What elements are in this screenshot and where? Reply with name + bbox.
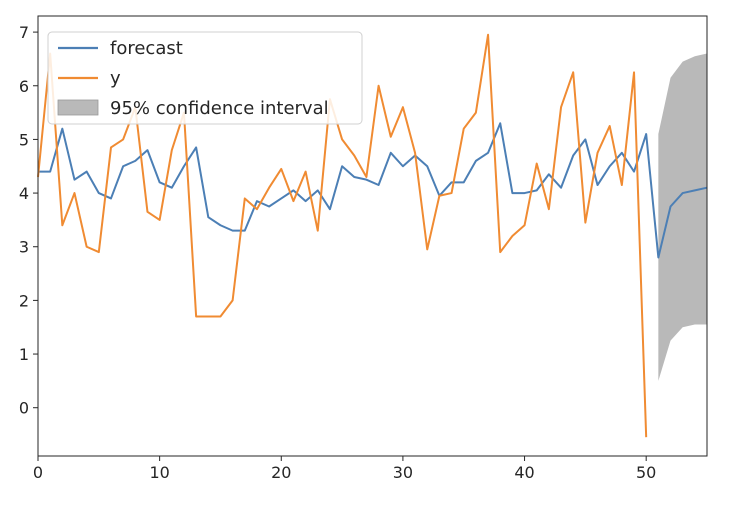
x-tick-label: 30 <box>393 463 413 482</box>
legend: forecast y 95% confidence interval <box>47 31 363 125</box>
confidence-band-layer <box>658 53 707 381</box>
x-tick-label: 10 <box>149 463 169 482</box>
x-tick-label: 0 <box>33 463 43 482</box>
x-tick-label: 20 <box>271 463 291 482</box>
y-tick-label: 1 <box>19 345 29 364</box>
confidence-band <box>658 53 707 381</box>
legend-label-y: y <box>110 68 121 89</box>
legend-swatch-confidence-interval <box>57 99 99 116</box>
y-tick-label: 4 <box>19 184 29 203</box>
y-axis: 0 1 2 3 4 5 6 7 <box>19 23 38 418</box>
plot-area-frame <box>37 15 708 457</box>
legend-box <box>47 31 363 125</box>
y-tick-label: 5 <box>19 130 29 149</box>
y-tick-label: 6 <box>19 77 29 96</box>
x-tick-label: 40 <box>514 463 534 482</box>
x-tick-label: 50 <box>636 463 656 482</box>
series-line-forecast <box>38 122 708 259</box>
y-tick-label: 7 <box>19 23 29 42</box>
series-line-y <box>37 33 648 438</box>
legend-label-forecast: forecast <box>110 38 183 59</box>
x-axis: 0 10 20 30 40 50 <box>33 456 656 482</box>
series-layer <box>37 33 708 438</box>
y-tick-label: 3 <box>19 238 29 257</box>
y-tick-label: 2 <box>19 291 29 310</box>
y-tick-label: 0 <box>19 399 29 418</box>
legend-label-confidence-interval: 95% confidence interval <box>110 98 329 119</box>
